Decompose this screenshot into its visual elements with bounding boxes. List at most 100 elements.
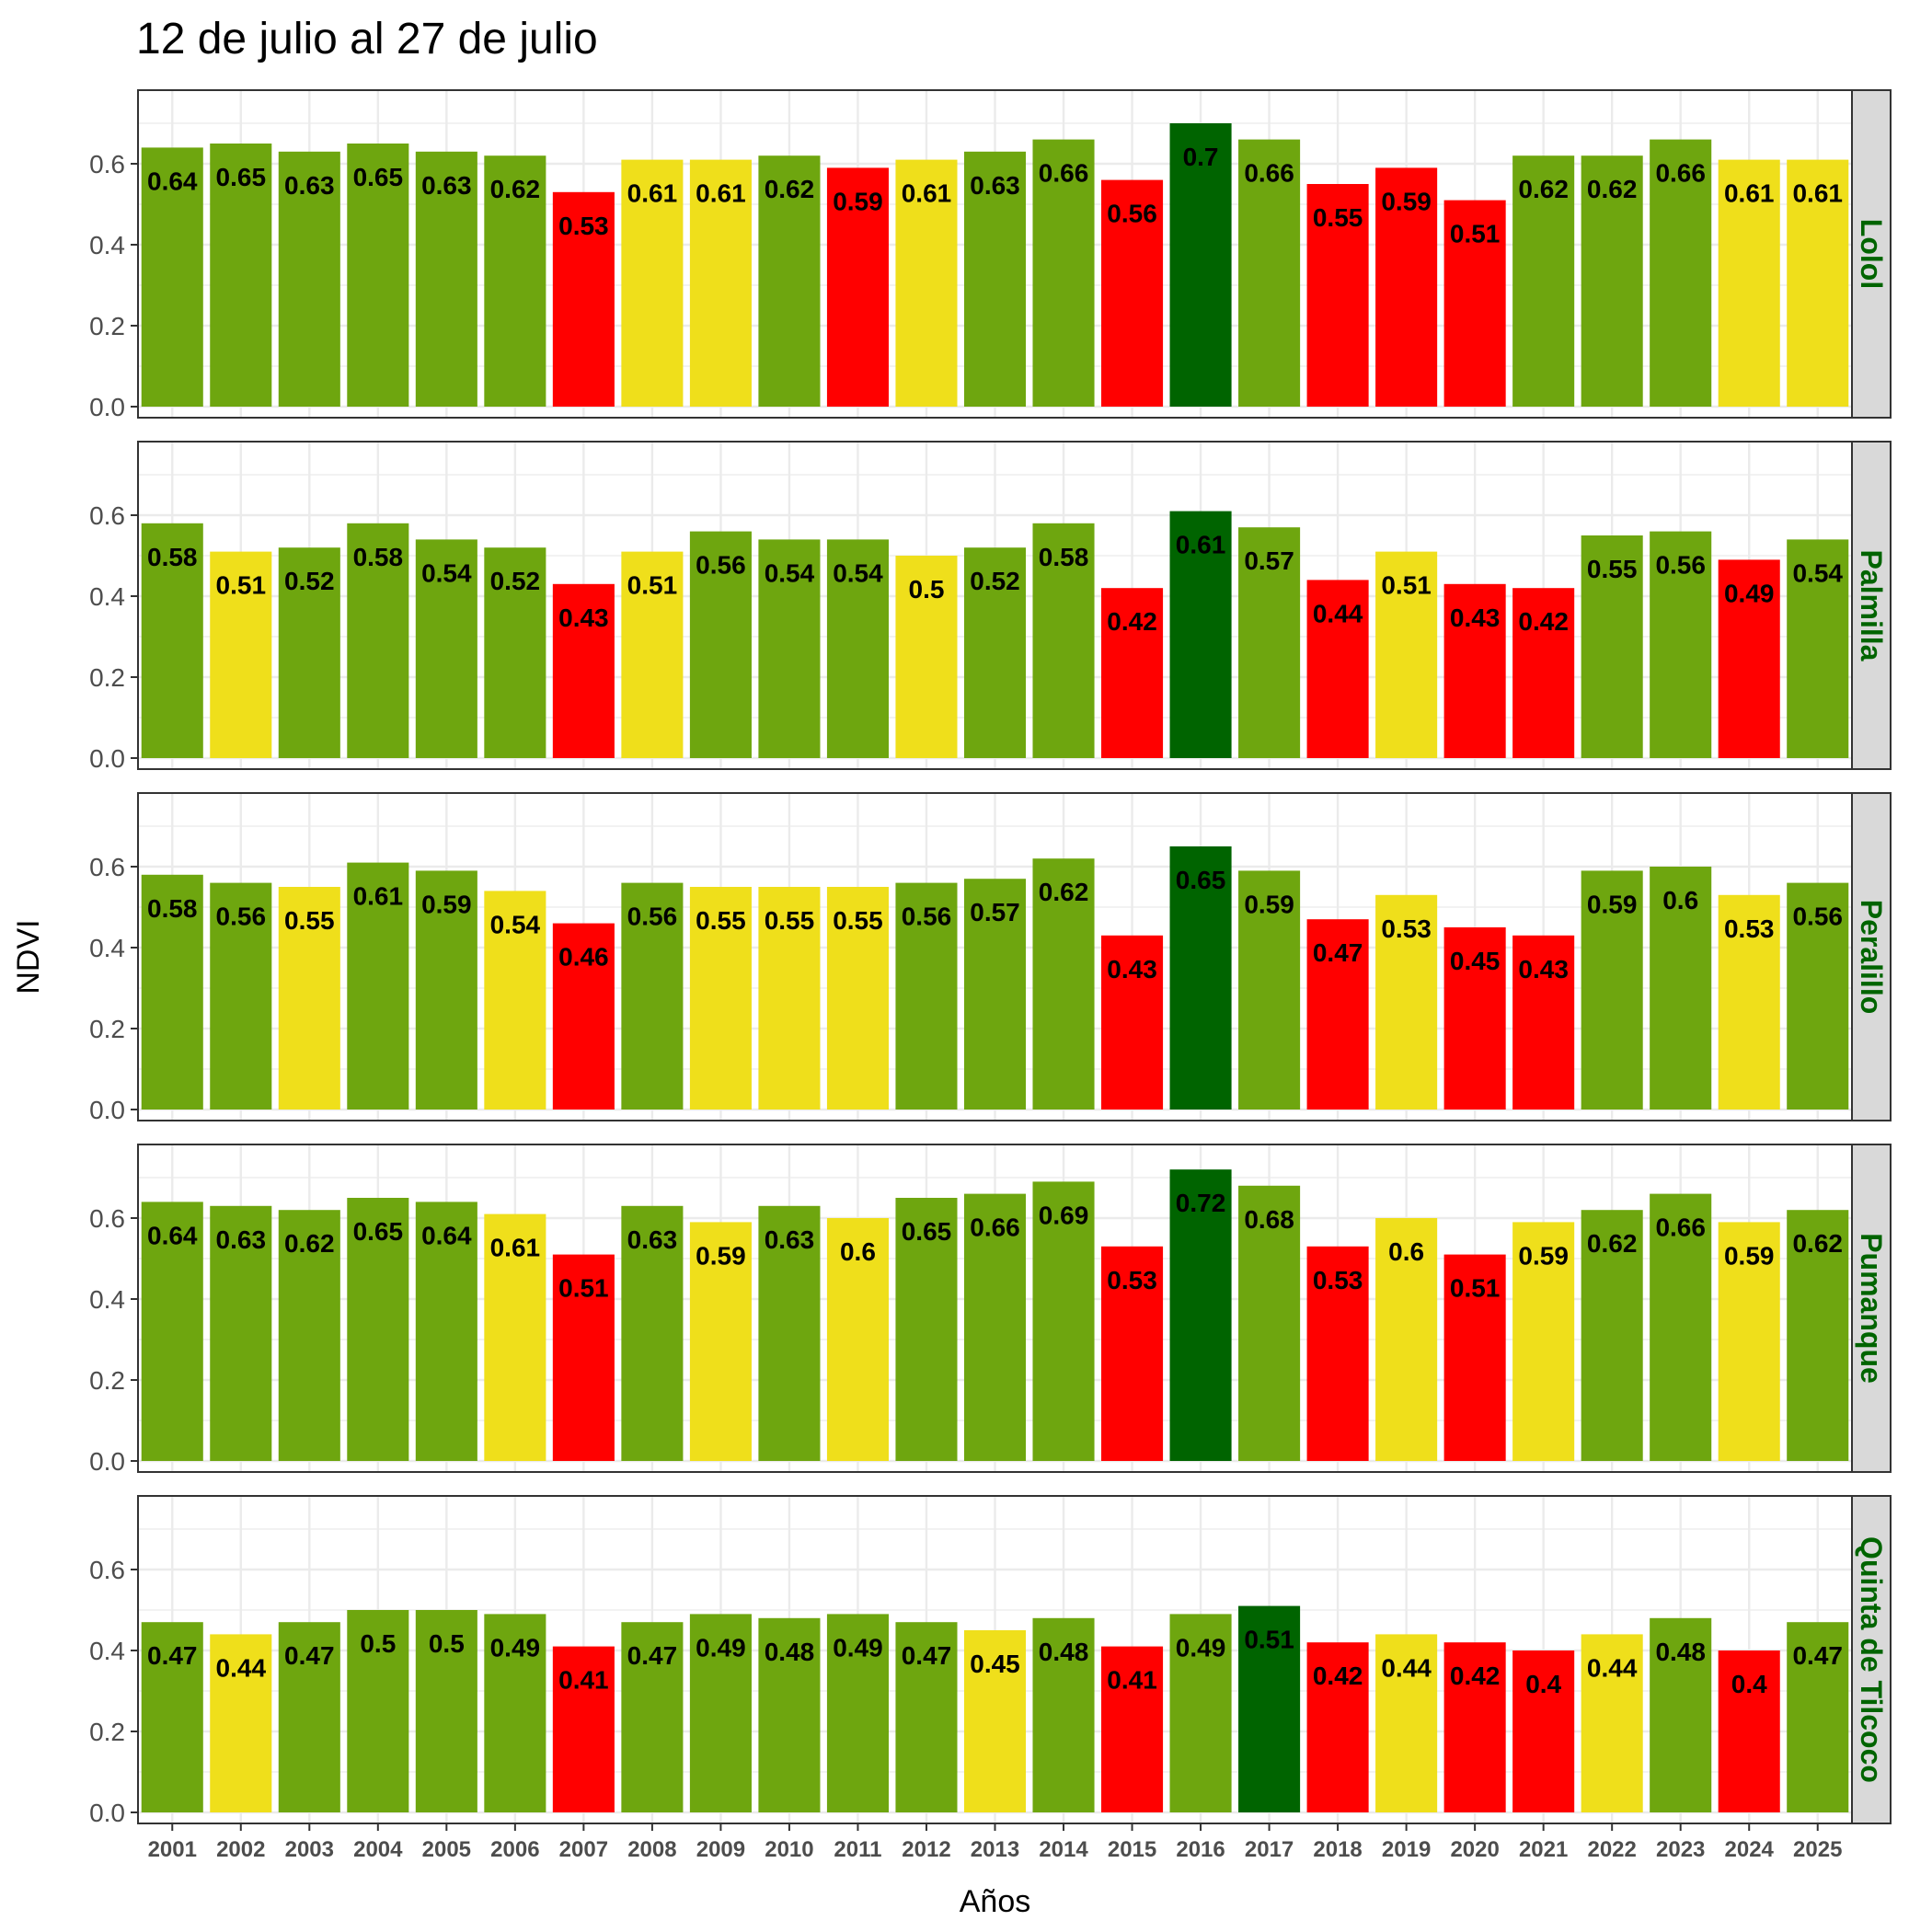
x-tick-label: 2016 — [1176, 1837, 1225, 1862]
facet-strip — [1851, 792, 1892, 1121]
bar-2002 — [210, 144, 272, 407]
bar-2006 — [484, 1213, 546, 1461]
data-label: 0.53 — [558, 212, 609, 240]
data-label: 0.43 — [1107, 955, 1157, 983]
data-label: 0.51 — [558, 1274, 609, 1303]
data-label: 0.47 — [147, 1641, 198, 1670]
bar-2007 — [552, 583, 615, 758]
data-label: 0.65 — [353, 1217, 404, 1246]
bar-2016 — [1169, 123, 1232, 407]
bar-2020 — [1443, 1254, 1506, 1461]
data-label: 0.48 — [1039, 1638, 1089, 1666]
data-label: 0.59 — [1587, 890, 1638, 918]
y-tick-label: 0.2 — [89, 663, 125, 692]
data-label: 0.63 — [421, 171, 472, 200]
data-label: 0.41 — [558, 1666, 609, 1695]
bar-2017 — [1238, 1605, 1301, 1812]
bar-2004 — [347, 1198, 409, 1461]
data-label: 0.62 — [765, 175, 815, 203]
facet-panel-peralillo: 0.58 0.56 0.55 0.61 0.59 0.54 0.46 0.56 0.55 0.55… — [89, 792, 1892, 1124]
bar-2014 — [1032, 523, 1095, 758]
y-axis-title: NDVI — [11, 919, 46, 994]
facet-panel-pumanque: 0.64 0.63 0.62 0.65 0.64 0.61 0.51 0.63 0.59 0.63… — [89, 1144, 1892, 1476]
y-tick-label: 0.4 — [89, 934, 125, 962]
bar-2023 — [1650, 139, 1712, 407]
bar-2019 — [1375, 1634, 1438, 1812]
bar-2005 — [415, 1610, 477, 1812]
data-label: 0.51 — [1450, 1274, 1501, 1303]
bar-2004 — [347, 523, 409, 758]
data-label: 0.61 — [1724, 179, 1775, 208]
bar-2008 — [621, 551, 684, 758]
data-label: 0.59 — [421, 890, 472, 918]
bar-2013 — [963, 1630, 1027, 1812]
data-label: 0.62 — [1039, 878, 1089, 906]
data-label: 0.51 — [1450, 220, 1501, 248]
data-label: 0.6 — [840, 1237, 876, 1266]
data-label: 0.62 — [490, 175, 541, 203]
data-label: 0.57 — [1244, 546, 1294, 575]
bar-2024 — [1718, 159, 1780, 407]
data-label: 0.61 — [627, 179, 678, 208]
data-label: 0.47 — [1313, 938, 1363, 967]
data-label: 0.62 — [1518, 175, 1569, 203]
x-tick-label: 2012 — [902, 1837, 950, 1862]
data-label: 0.44 — [1313, 599, 1363, 627]
data-label: 0.53 — [1381, 914, 1432, 943]
bar-2002 — [210, 882, 272, 1110]
data-label: 0.56 — [1655, 551, 1706, 580]
y-tick-label: 0.0 — [89, 1447, 125, 1476]
x-tick-label: 2009 — [696, 1837, 745, 1862]
data-label: 0.66 — [1655, 1213, 1706, 1242]
bar-2010 — [758, 887, 821, 1110]
y-tick-label: 0.4 — [89, 1637, 125, 1665]
data-label: 0.58 — [147, 894, 198, 923]
y-tick-label: 0.2 — [89, 1015, 125, 1043]
x-tick-label: 2020 — [1450, 1837, 1499, 1862]
data-label: 0.62 — [1587, 175, 1638, 203]
y-tick-label: 0.0 — [89, 393, 125, 421]
data-label: 0.47 — [627, 1641, 678, 1670]
bar-2003 — [278, 1622, 340, 1812]
y-tick-label: 0.4 — [89, 231, 125, 259]
data-label: 0.55 — [1313, 203, 1363, 232]
bar-2010 — [758, 539, 821, 758]
data-label: 0.57 — [970, 898, 1020, 926]
bar-2008 — [621, 1622, 684, 1812]
y-tick-label: 0.6 — [89, 1556, 125, 1584]
bar-2018 — [1306, 1642, 1369, 1812]
facet-panel-quinta-de-tilcoco: 0.47 0.44 0.47 0.5 0.5 0.49 0.41 0.47 0.49 0.48 0.… — [89, 1495, 1892, 1827]
bar-2017 — [1238, 527, 1301, 758]
data-label: 0.58 — [1039, 543, 1089, 571]
y-tick-label: 0.4 — [89, 582, 125, 611]
bar-2014 — [1032, 858, 1095, 1110]
data-label: 0.43 — [1518, 955, 1569, 983]
bar-2015 — [1101, 935, 1164, 1110]
bar-2011 — [826, 1614, 889, 1812]
data-label: 0.58 — [147, 543, 198, 571]
x-tick-label: 2003 — [285, 1837, 334, 1862]
data-label: 0.54 — [1792, 558, 1843, 587]
data-label: 0.53 — [1107, 1266, 1157, 1294]
data-label: 0.42 — [1313, 1662, 1363, 1690]
bar-2024 — [1718, 894, 1780, 1110]
data-label: 0.54 — [833, 558, 883, 587]
data-label: 0.4 — [1731, 1670, 1767, 1698]
data-label: 0.42 — [1450, 1662, 1501, 1690]
bar-2016 — [1169, 1614, 1232, 1812]
bar-2012 — [895, 159, 958, 407]
data-label: 0.62 — [284, 1229, 335, 1258]
data-label: 0.45 — [1450, 947, 1501, 975]
bar-2013 — [963, 151, 1027, 408]
bar-2007 — [552, 923, 615, 1110]
bar-2024 — [1718, 1650, 1780, 1812]
data-label: 0.63 — [284, 171, 335, 200]
data-label: 0.66 — [1655, 159, 1706, 188]
data-label: 0.47 — [284, 1641, 335, 1670]
facet-strip-label: Pumanque — [1855, 1233, 1888, 1384]
data-label: 0.48 — [1655, 1638, 1706, 1666]
bar-2014 — [1032, 1181, 1095, 1461]
bar-2014 — [1032, 139, 1095, 407]
bar-2007 — [552, 191, 615, 407]
